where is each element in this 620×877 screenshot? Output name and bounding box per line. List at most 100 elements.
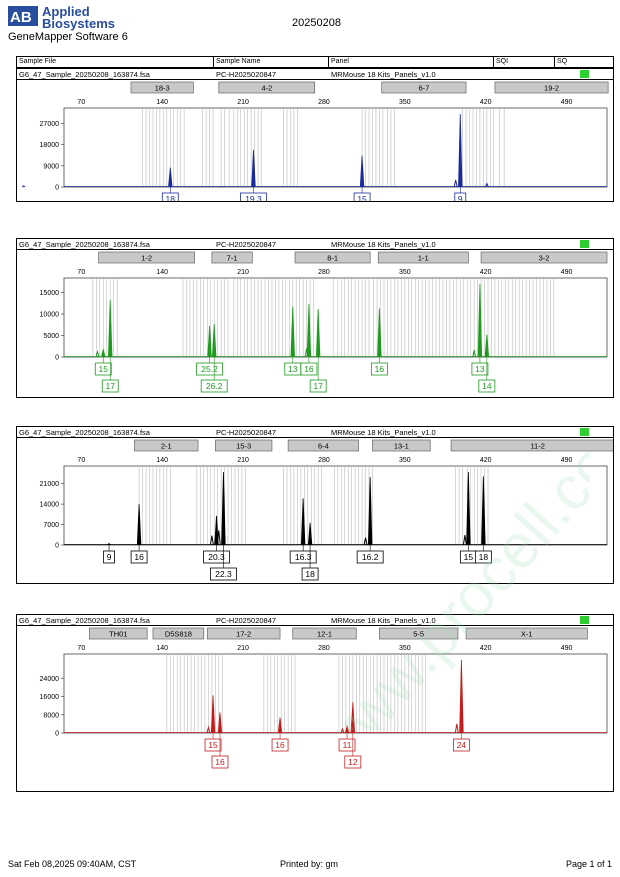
- allele-call-label: 26.2: [206, 381, 223, 391]
- plot-frame: [63, 277, 608, 358]
- allele-call-label: 16: [134, 552, 144, 562]
- marker-bar: [377, 251, 469, 264]
- allele-peak: [367, 476, 373, 546]
- chart-green: 1-2 7-1 8-1 1-1 3-2 70 140 210 280 350 420 490 0 5000…: [40, 251, 608, 393]
- allele-call-label: 18: [166, 194, 176, 201]
- allele-call-box: [240, 192, 267, 201]
- allele-peak: [277, 717, 283, 734]
- allele-peak: [300, 498, 306, 546]
- minor-peak: [472, 350, 477, 358]
- allele-peak: [136, 504, 142, 546]
- x-tick-label: 420: [480, 99, 492, 106]
- sample-info-row: G6_47_Sample_20250208_163874.fsa PC-H202…: [17, 427, 613, 438]
- x-tick-label: 140: [156, 457, 168, 464]
- sample-file: G6_47_Sample_20250208_163874.fsa: [19, 70, 150, 79]
- print-timestamp: Sat Feb 08,2025 09:40AM, CST: [8, 859, 137, 869]
- allele-call-label: 17: [313, 381, 323, 391]
- allele-call-label: 9: [107, 552, 112, 562]
- x-tick-label: 280: [318, 269, 330, 276]
- allele-call-box: [203, 550, 230, 564]
- marker-bar: [152, 627, 205, 640]
- plot-frame: [63, 653, 608, 734]
- x-tick-label: 140: [156, 269, 168, 276]
- allele-peak: [306, 304, 312, 358]
- logo-letters: AB: [10, 9, 32, 26]
- x-tick-label: 490: [561, 269, 573, 276]
- minor-peak: [21, 185, 26, 188]
- y-tick-label: 8000: [43, 712, 59, 719]
- x-tick-label: 490: [561, 645, 573, 652]
- allele-peak: [168, 167, 173, 188]
- marker-label: 6-4: [318, 442, 329, 451]
- col-divider: [213, 57, 214, 67]
- y-tick-label: 18000: [40, 142, 60, 149]
- allele-call-label: 16.3: [295, 552, 312, 562]
- marker-label: 1-2: [141, 254, 152, 263]
- allele-call-label: 15: [464, 552, 474, 562]
- allele-peak: [484, 334, 490, 358]
- marker-bar: [206, 627, 281, 640]
- sq-indicator: [580, 70, 589, 78]
- minor-peak: [453, 179, 458, 188]
- y-tick-label: 9000: [43, 163, 59, 170]
- allele-call-box: [353, 192, 371, 201]
- marker-bar: [372, 439, 431, 452]
- allele-peak: [481, 476, 486, 546]
- allele-call-box: [130, 550, 148, 564]
- sample-file: G6_47_Sample_20250208_163874.fsa: [19, 240, 150, 249]
- marker-label: D5S818: [165, 630, 192, 639]
- minor-peak: [209, 535, 214, 546]
- y-tick-label: 14000: [40, 502, 60, 509]
- x-tick-label: 70: [77, 457, 85, 464]
- chart-blue: 18-3 4-2 6-7 19-2 70 140 210 280 350 420 490 0 9000 1…: [21, 81, 609, 201]
- col-divider: [328, 57, 329, 67]
- marker-label: 17-2: [236, 630, 251, 639]
- panel-name: MRMouse 18 Kits_Panels_v1.0: [331, 70, 436, 79]
- marker-label: 8-1: [327, 254, 338, 263]
- marker-label: 12-1: [317, 630, 332, 639]
- allele-call-box: [210, 567, 237, 581]
- allele-call-label: 16: [215, 757, 225, 767]
- marker-label: 3-2: [539, 254, 550, 263]
- panel-name: MRMouse 18 Kits_Panels_v1.0: [331, 616, 436, 625]
- allele-call-box: [471, 362, 489, 376]
- minor-peak: [363, 537, 368, 546]
- allele-call-box: [103, 550, 115, 564]
- col-panel: Panel: [331, 58, 349, 65]
- allele-peak: [350, 702, 356, 734]
- y-tick-label: 16000: [40, 694, 60, 701]
- col-sample-name: Sample Name: [216, 58, 261, 65]
- allele-call-box: [300, 362, 318, 376]
- allele-call-label: 13: [475, 364, 485, 374]
- marker-bar: [494, 81, 609, 94]
- marker-bar: [381, 81, 467, 94]
- y-tick-label: 5000: [43, 333, 59, 340]
- marker-bar: [214, 439, 273, 452]
- allele-call-label: 15: [208, 740, 218, 750]
- y-tick-label: 0: [55, 355, 59, 362]
- sample-info-row: G6_47_Sample_20250208_163874.fsa PC-H202…: [17, 615, 613, 626]
- marker-bar: [465, 627, 588, 640]
- column-header-row: Sample File Sample Name Panel SQI SQ: [16, 56, 614, 68]
- y-tick-label: 7000: [43, 522, 59, 529]
- x-tick-label: 210: [237, 269, 249, 276]
- x-tick-label: 490: [561, 99, 573, 106]
- allele-call-label: 18: [305, 569, 315, 579]
- electropherogram-panel-red: G6_47_Sample_20250208_163874.fsa PC-H202…: [16, 614, 614, 792]
- allele-peak: [101, 349, 106, 358]
- marker-label: 7-1: [227, 254, 238, 263]
- electropherogram-panel-green: G6_47_Sample_20250208_163874.fsa PC-H202…: [16, 238, 614, 398]
- marker-bar: [379, 627, 459, 640]
- x-tick-label: 350: [399, 457, 411, 464]
- allele-call-label: 15: [357, 194, 367, 201]
- sample-name: PC-H2025020847: [216, 616, 277, 625]
- allele-peak: [458, 113, 463, 188]
- x-tick-label: 70: [77, 269, 85, 276]
- marker-label: 11-2: [530, 442, 544, 451]
- allele-peak: [344, 724, 350, 734]
- col-divider: [554, 57, 555, 67]
- x-tick-label: 280: [318, 99, 330, 106]
- allele-call-label: 25.2: [201, 364, 218, 374]
- marker-label: 1-1: [418, 254, 429, 263]
- minor-peak: [95, 350, 100, 358]
